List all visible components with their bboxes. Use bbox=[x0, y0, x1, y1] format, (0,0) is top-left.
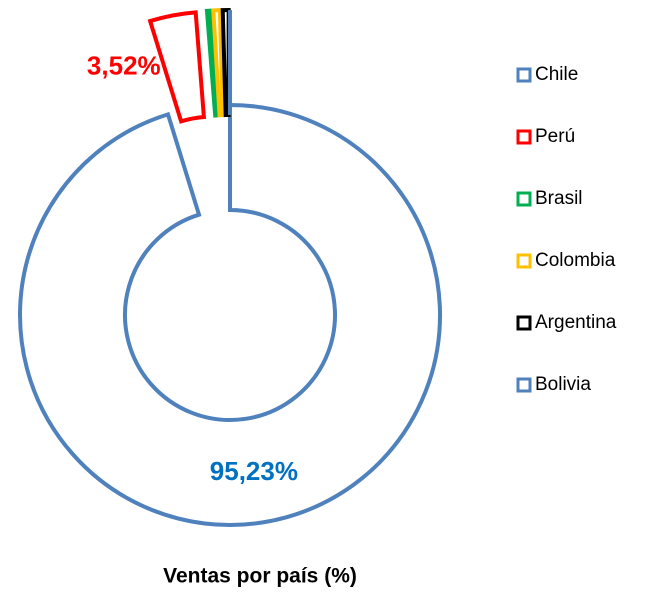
chart-title: Ventas por país (%) bbox=[163, 565, 357, 588]
legend-marker bbox=[516, 67, 532, 83]
data-label: 3,52% bbox=[87, 50, 161, 80]
legend-label: Argentina bbox=[535, 312, 617, 333]
legend-marker bbox=[516, 129, 532, 145]
donut-segment bbox=[147, 10, 207, 124]
legend-label: Colombia bbox=[535, 250, 616, 271]
legend-label: Brasil bbox=[535, 188, 583, 209]
legend-marker bbox=[516, 253, 532, 269]
legend-marker bbox=[516, 315, 532, 331]
data-label: 95,23% bbox=[210, 456, 298, 486]
donut-segment bbox=[18, 102, 442, 527]
legend-label: Perú bbox=[535, 126, 575, 147]
legend-marker bbox=[516, 377, 532, 393]
legend-label: Bolivia bbox=[535, 374, 591, 395]
legend-label: Chile bbox=[535, 64, 578, 85]
donut-segment bbox=[204, 8, 220, 118]
legend-marker bbox=[516, 191, 532, 207]
donut-segment bbox=[211, 8, 225, 118]
donut-segment bbox=[220, 8, 231, 118]
